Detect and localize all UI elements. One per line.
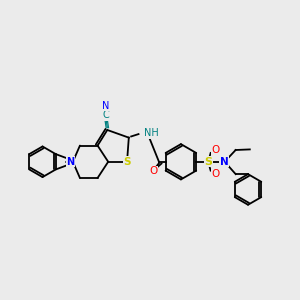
Text: C: C [103,110,109,120]
Text: S: S [205,157,213,167]
Text: O: O [211,145,220,155]
Text: O: O [150,166,158,176]
Text: NH: NH [144,128,159,138]
Text: O: O [211,169,220,178]
Text: N: N [102,101,110,111]
Text: N: N [220,157,228,167]
Text: S: S [123,157,131,167]
Text: N: N [66,157,75,167]
